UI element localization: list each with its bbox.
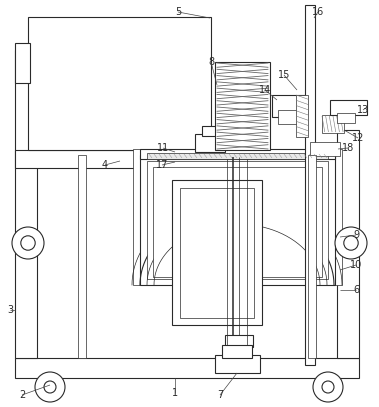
Text: 2: 2 <box>19 390 25 400</box>
Bar <box>322 115 344 133</box>
Bar <box>180 188 254 318</box>
Bar <box>202 126 218 136</box>
Circle shape <box>44 381 56 393</box>
Circle shape <box>313 372 343 402</box>
Text: 17: 17 <box>156 160 168 170</box>
Circle shape <box>344 236 358 250</box>
Text: 1: 1 <box>172 388 178 398</box>
Bar <box>337 130 359 358</box>
Bar <box>330 100 367 115</box>
Bar <box>310 142 340 156</box>
Text: 6: 6 <box>353 285 359 295</box>
Text: 12: 12 <box>352 133 364 143</box>
Text: 14: 14 <box>259 85 271 95</box>
Bar <box>147 161 328 279</box>
Bar <box>28 17 211 150</box>
Text: 10: 10 <box>350 260 362 270</box>
Text: 16: 16 <box>312 7 324 17</box>
Text: 13: 13 <box>357 105 369 115</box>
Bar <box>272 95 305 117</box>
Bar <box>15 150 305 168</box>
Bar <box>15 43 30 83</box>
Bar <box>172 180 262 325</box>
Text: 4: 4 <box>102 160 108 170</box>
Text: 15: 15 <box>278 70 290 80</box>
Text: 7: 7 <box>217 390 223 400</box>
Bar <box>215 62 270 150</box>
Circle shape <box>21 236 35 250</box>
Bar <box>305 5 315 365</box>
Text: 18: 18 <box>342 143 354 153</box>
Bar <box>140 155 335 285</box>
Text: 8: 8 <box>208 57 214 67</box>
Bar <box>308 155 316 358</box>
Bar <box>140 149 335 159</box>
Circle shape <box>322 381 334 393</box>
Bar <box>15 50 37 358</box>
Bar <box>337 113 355 123</box>
Bar <box>222 345 252 358</box>
Text: 9: 9 <box>353 230 359 240</box>
Bar <box>15 358 359 378</box>
Text: 5: 5 <box>175 7 181 17</box>
Bar <box>133 149 342 285</box>
Text: 11: 11 <box>157 143 169 153</box>
Bar <box>78 155 86 358</box>
Circle shape <box>12 227 44 259</box>
Circle shape <box>35 372 65 402</box>
Bar <box>147 153 328 159</box>
Bar <box>225 335 253 347</box>
Bar <box>296 95 308 137</box>
Bar <box>215 355 260 373</box>
Bar <box>153 167 322 277</box>
Circle shape <box>335 227 367 259</box>
Text: 3: 3 <box>7 305 13 315</box>
Bar <box>195 134 225 152</box>
Bar <box>278 110 300 124</box>
